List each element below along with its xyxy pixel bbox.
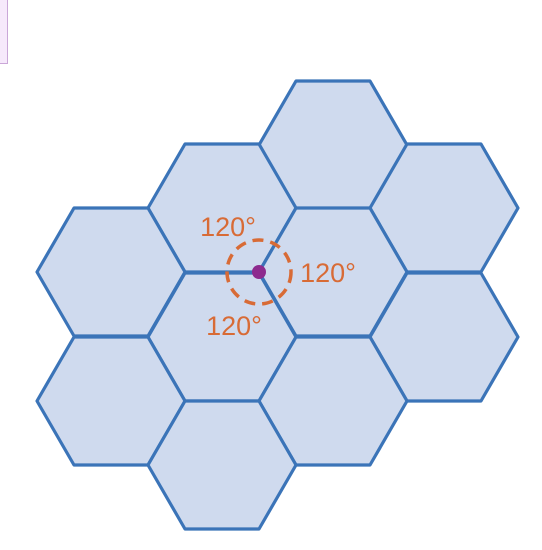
shared-vertex-dot [252, 265, 266, 279]
angle-label-right: 120° [300, 258, 356, 288]
angle-label-bottom-left: 120° [206, 311, 262, 341]
angle-label-top-left: 120° [200, 212, 256, 242]
hexagon-grid [37, 81, 518, 529]
